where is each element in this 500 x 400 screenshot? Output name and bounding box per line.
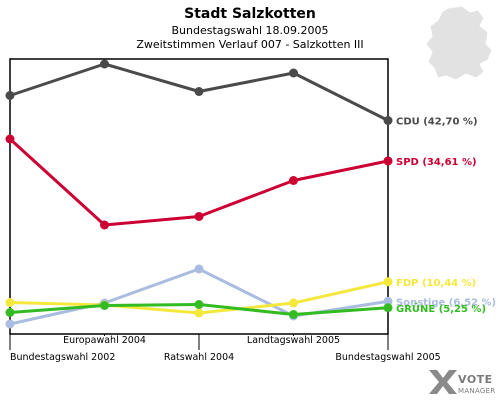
data-point-fdp [383,277,393,287]
x-tick-label: Landtagswahl 2005 [247,335,340,346]
vote-manager-logo: VOTE MANAGER [429,370,496,395]
series-label-cdu: CDU (42,70 %) [396,117,478,128]
data-point-spd [100,220,109,230]
data-point-fdp [289,298,298,308]
x-tick-label: Bundestagswahl 2005 [335,352,440,363]
data-point-spd [194,212,204,221]
data-point-spd [383,156,393,166]
data-point-gruene [289,310,298,319]
data-point-sonstige [194,264,204,274]
data-point-sonstige [383,296,393,306]
data-point-cdu [194,87,204,96]
data-point-fdp [194,308,204,318]
data-point-spd [289,176,298,185]
series-label-spd: SPD (34,61 %) [396,157,477,168]
data-point-gruene [194,300,204,309]
data-point-gruene [5,308,15,317]
series-label-sonstige: Sonstige (6,52 %) [396,297,496,308]
logo-text-manager: MANAGER [458,387,496,395]
plot-area [9,58,389,335]
data-point-cdu [383,116,393,125]
data-point-gruene [100,301,109,310]
germany-map-icon [425,5,493,81]
chart-title: Stadt Salzkotten [184,6,316,22]
data-point-cdu [100,59,109,69]
series-label-gruene: GRÜNE (5,25 %) [396,301,486,315]
data-point-cdu [5,91,15,100]
chart-subtitle-2: Zweitstimmen Verlauf 007 - Salzkotten II… [136,38,363,51]
x-mark-icon [429,370,457,394]
x-tick-label: Ratswahl 2004 [164,352,234,363]
series-label-fdp: FDP (10,44 %) [396,278,476,289]
x-tick-label: Europawahl 2004 [63,335,146,346]
data-point-fdp [5,298,15,307]
data-point-cdu [289,68,298,78]
chart-subtitle: Bundestagswahl 18.09.2005 [172,24,329,37]
logo-text-vote: VOTE [458,373,493,386]
data-point-spd [5,134,15,144]
data-point-sonstige [5,319,15,329]
data-point-gruene [383,303,393,313]
x-tick-label: Bundestagswahl 2002 [10,352,115,363]
